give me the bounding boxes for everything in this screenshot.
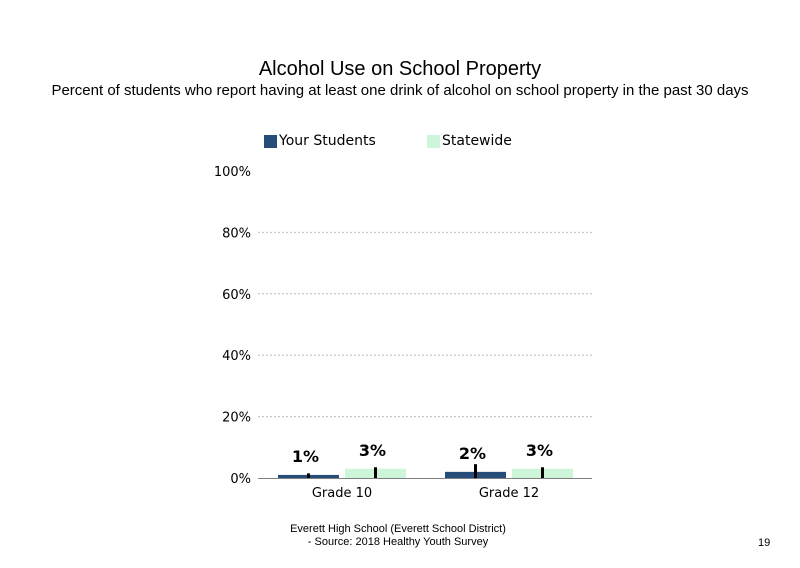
page-number: 19 xyxy=(758,537,771,549)
legend-item-statewide: Statewide xyxy=(427,133,512,149)
legend: Your Students Statewide xyxy=(0,133,800,153)
data-label: 2% xyxy=(459,444,486,463)
error-bar xyxy=(474,464,477,478)
error-bar xyxy=(374,467,377,478)
y-tick-label: 20% xyxy=(222,411,251,426)
y-tick-label: 60% xyxy=(222,288,251,303)
x-tick-label: Grade 10 xyxy=(312,486,372,501)
footer-source: - Source: 2018 Healthy Youth Survey xyxy=(307,536,489,548)
y-tick-label: 40% xyxy=(222,349,251,364)
legend-label-statewide: Statewide xyxy=(442,133,512,149)
footer: Everett High School (Everett School Dist… xyxy=(0,523,800,549)
data-label: 3% xyxy=(526,441,553,460)
legend-label-your-students: Your Students xyxy=(279,133,376,149)
data-label: 1% xyxy=(292,447,319,466)
error-bar xyxy=(307,473,310,478)
chart-title: Alcohol Use on School Property xyxy=(258,58,542,80)
y-tick-label: 100% xyxy=(214,165,251,180)
error-bar xyxy=(541,467,544,478)
legend-swatch-your-students xyxy=(264,134,277,148)
data-label: 3% xyxy=(359,441,386,460)
footer-school: Everett High School (Everett School Dist… xyxy=(290,523,506,535)
y-tick-label: 80% xyxy=(222,226,251,241)
chart-subtitle: Percent of students who report having at… xyxy=(51,82,749,99)
legend-swatch-statewide xyxy=(427,134,440,148)
y-tick-label: 0% xyxy=(230,472,251,487)
x-tick-label: Grade 12 xyxy=(479,486,539,501)
legend-item-your-students: Your Students xyxy=(264,133,376,149)
